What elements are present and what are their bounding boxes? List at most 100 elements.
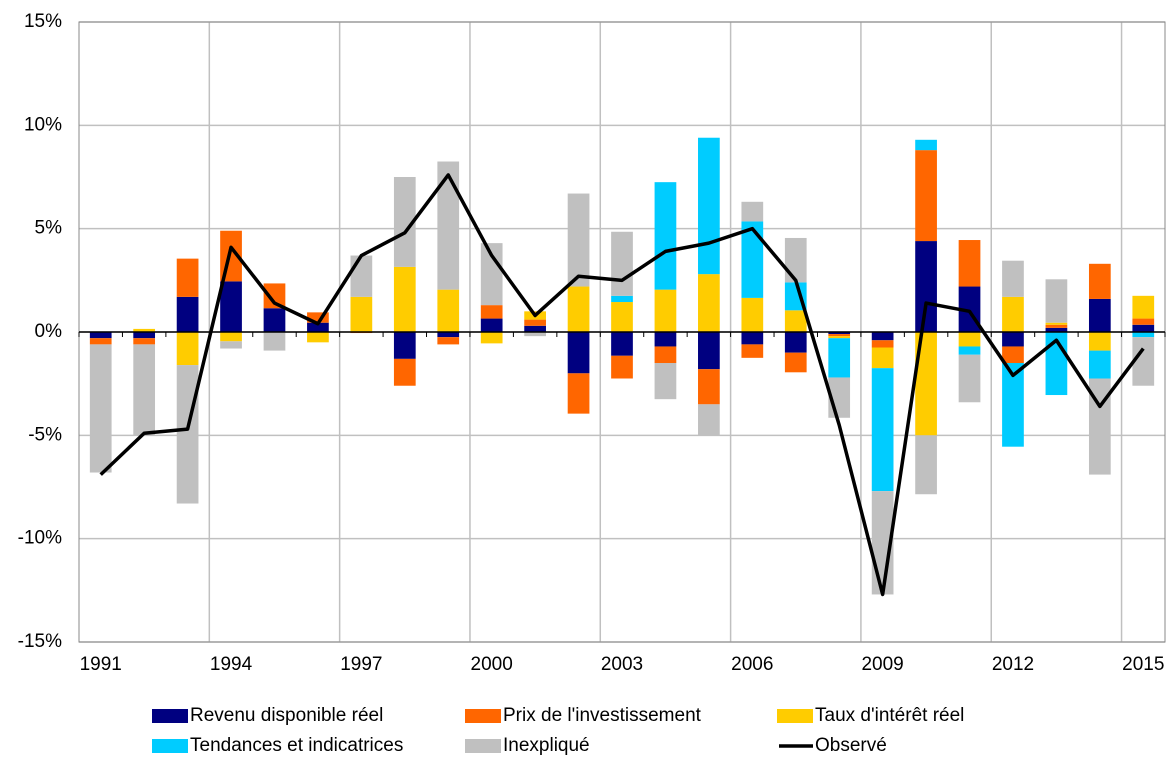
bar [480,332,503,344]
bar [1088,298,1111,332]
bar [915,150,937,242]
bar [350,255,373,297]
bar [1002,332,1024,347]
bar [437,289,460,332]
bar [133,332,156,339]
y-tick-label: 5% [35,218,63,239]
bar [1045,322,1068,325]
bar [1132,332,1155,338]
y-tick-label: 15% [24,11,62,32]
y-tick-label: -5% [28,424,62,445]
bar [220,281,242,332]
bar [611,231,633,296]
y-tick-label: -15% [18,631,62,652]
bar [1045,327,1068,332]
bar [828,334,851,337]
bar [1088,378,1111,475]
legend-swatch [465,739,501,753]
legend-swatch [465,709,501,723]
bar [871,332,894,341]
bar [1002,363,1024,447]
x-tick-label: 2003 [601,654,643,675]
bar [871,340,894,348]
legend-swatch [777,709,813,723]
bar [1088,332,1111,351]
y-tick-label: 0% [35,321,63,342]
bar [654,182,677,290]
x-tick-label: 2000 [471,654,513,675]
bar [741,201,764,222]
bar [784,237,807,283]
bar [89,338,112,345]
bar [654,289,677,332]
y-tick-label: -10% [18,528,62,549]
bar [698,369,720,405]
bar [220,332,242,342]
bar [784,332,807,353]
bar [567,193,590,287]
bar [176,332,199,366]
bar [567,286,590,332]
bar [698,137,720,275]
line [99,173,1145,597]
bar [1045,324,1068,328]
bar [611,302,633,332]
bar [480,318,503,332]
bar [1002,346,1024,363]
bar [741,344,764,358]
bar [307,332,329,343]
bar [524,332,546,337]
bar [263,308,286,332]
bar [828,338,851,378]
legend-label: Revenu disponible réel [190,705,383,726]
bar [1132,295,1155,319]
bar [698,274,720,332]
bar [741,221,764,298]
x-tick-label: 2009 [861,654,903,675]
bar [654,332,677,347]
bar [133,328,156,332]
bar [350,296,373,332]
bar [784,352,807,373]
bar [1132,318,1155,325]
bar [828,332,851,335]
legend-label: Observé [815,735,887,756]
bar [1002,260,1024,297]
x-tick-label: 2015 [1122,654,1164,675]
bar [437,161,460,290]
bar [263,283,286,309]
bar [176,258,199,297]
legend-swatch [152,739,188,753]
bar [393,358,416,386]
bar [611,355,633,379]
legend-label: Prix de l'investissement [503,705,702,726]
bar [871,368,894,492]
bar [1088,263,1111,299]
bar [828,336,851,339]
bar [437,332,460,338]
bar [1132,324,1155,332]
bar [307,322,329,332]
bar [958,346,981,355]
bar [89,332,112,339]
bar [784,310,807,332]
bar [133,344,156,436]
bar [1045,279,1068,323]
bar [915,241,937,332]
bar [567,332,590,374]
x-tick-label: 1994 [210,654,253,675]
bar [741,297,764,332]
bar [133,338,156,345]
bar [654,363,677,400]
bar [915,332,937,436]
bar [524,319,546,326]
y-tick-label: 10% [24,114,62,135]
bar [176,296,199,332]
bar [437,337,460,345]
bar [1002,296,1024,332]
x-tick-label: 1997 [340,654,382,675]
x-tick-label: 1991 [80,654,122,675]
legend-label: Tendances et indicatrices [190,735,403,756]
bar [263,332,286,351]
bar [698,404,720,436]
